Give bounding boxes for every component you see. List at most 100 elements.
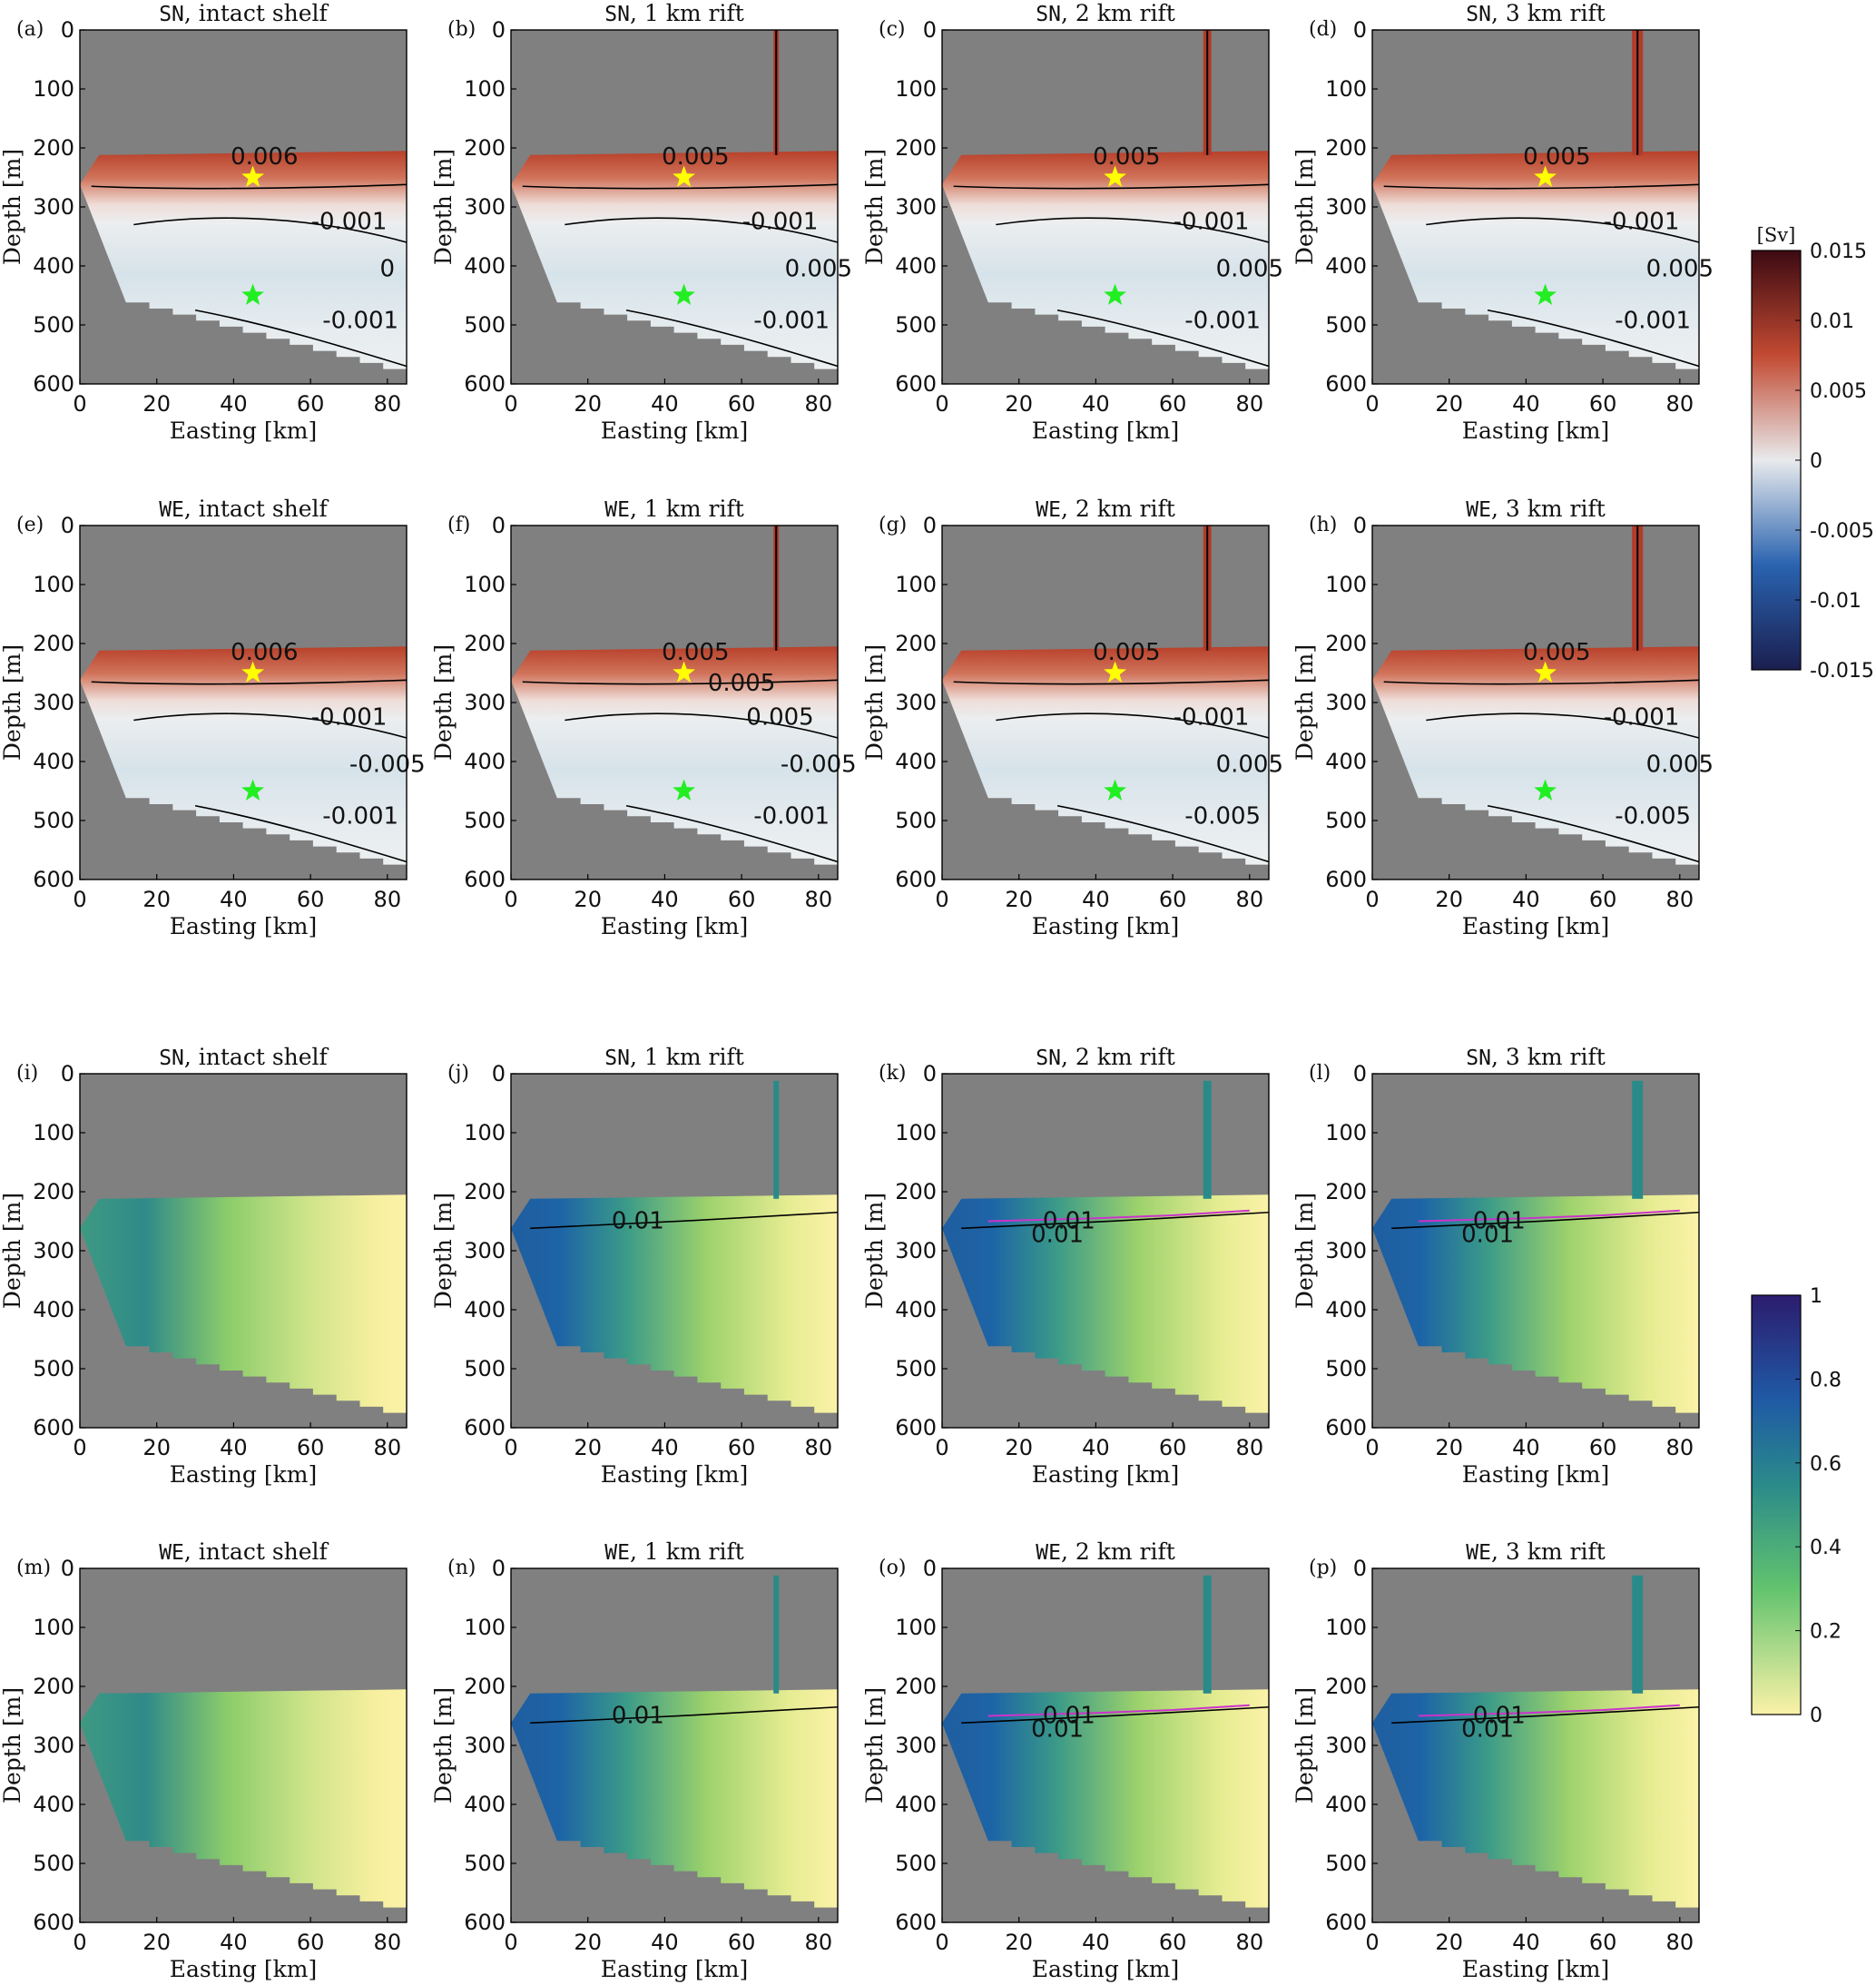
contour-label: 0: [380, 256, 396, 283]
x-tick-label: 20: [1435, 1435, 1463, 1460]
y-tick-label: 0: [61, 513, 74, 538]
x-tick-label: 40: [220, 1435, 248, 1460]
panel-c: 0.005 -0.001 -0.001 0.005 0 20 40 60 80 Easting […: [861, 0, 1283, 444]
panel-title: WE, 1 km rift: [604, 496, 744, 522]
x-axis-label: Easting [km]: [601, 418, 748, 444]
contour-label: -0.001: [753, 307, 830, 334]
x-tick-label: 0: [504, 887, 517, 912]
y-tick-label: 600: [1325, 1415, 1367, 1440]
contour-label: 0.005: [1216, 256, 1283, 283]
contour-label: 0.005: [1646, 256, 1714, 283]
y-tick-label: 200: [1325, 1179, 1367, 1204]
y-tick-label: 200: [1325, 135, 1367, 161]
cavity-field: [80, 646, 407, 871]
x-tick-label: 0: [504, 1435, 517, 1460]
y-tick-label: 200: [33, 631, 74, 656]
x-tick-label: 80: [805, 391, 833, 417]
marker-star-1: [241, 283, 264, 305]
y-tick-label: 600: [895, 867, 937, 892]
panel-letter: (m): [16, 1557, 51, 1579]
y-tick-label: 200: [895, 135, 937, 161]
y-tick-label: 300: [33, 1238, 74, 1263]
y-tick-label: 200: [33, 1179, 74, 1204]
x-tick-label: 40: [220, 1930, 248, 1955]
x-tick-label: 60: [297, 887, 325, 912]
marker-star-0: [1534, 165, 1557, 187]
y-axis-label: Depth [m]: [0, 644, 25, 761]
x-tick-label: 0: [1365, 1435, 1379, 1460]
contour-label: 0.01: [1473, 1207, 1526, 1234]
colorbar-tick-label: 0.005: [1810, 380, 1867, 403]
panel-title-case: SN: [1466, 1047, 1491, 1070]
contour-label: -0.001: [311, 704, 388, 732]
cavity-field: [942, 646, 1269, 871]
contour-lower: [1056, 309, 1270, 368]
panel-n: 0.01 0 20 40 60 80 Easting [km] 0 100 200 300 400 50…: [430, 1538, 839, 1982]
y-tick-label: 500: [1325, 1356, 1367, 1381]
panel-letter: (i): [16, 1062, 38, 1085]
panel-title-case: WE: [159, 1541, 184, 1565]
contour-label: -0.001: [311, 209, 388, 236]
x-tick-label: 20: [142, 1930, 171, 1955]
x-tick-label: 80: [805, 1930, 833, 1955]
y-tick-label: 0: [492, 1556, 506, 1581]
y-tick-label: 100: [33, 1615, 74, 1640]
x-tick-label: 80: [374, 1435, 402, 1460]
x-tick-label: 60: [728, 391, 756, 417]
x-axis-label: Easting [km]: [1462, 913, 1609, 939]
contour-middle: [565, 712, 839, 739]
contour-fraction: [530, 1211, 839, 1230]
x-axis-label: Easting [km]: [1032, 1461, 1179, 1488]
y-tick-label: 500: [895, 312, 937, 338]
x-tick-label: 20: [1435, 887, 1463, 912]
panel-title-text: , 2 km rift: [1061, 1044, 1175, 1070]
contour-lower: [625, 309, 839, 368]
panel-i: 0 20 40 60 80 Easting [km] 0 100 200 300 400 500 600…: [0, 1044, 408, 1488]
panel-title: SN, intact shelf: [159, 1044, 329, 1070]
x-axis-label: Easting [km]: [1032, 418, 1179, 444]
contour-fraction-magenta: [1418, 1704, 1680, 1717]
x-tick-label: 60: [1589, 887, 1617, 912]
panel-title-case: WE: [604, 498, 630, 522]
y-tick-label: 300: [464, 1733, 506, 1758]
y-tick-label: 100: [33, 572, 74, 597]
colorbar-unit: [Sv]: [1757, 224, 1796, 246]
x-tick-label: 40: [651, 1435, 679, 1460]
colorbar-tick-label: 0.015: [1810, 241, 1867, 263]
rift-channel: [773, 1080, 780, 1199]
panel-title-text: , intact shelf: [184, 1538, 329, 1565]
panel-title-case: WE: [1466, 498, 1491, 522]
y-tick-label: 300: [1325, 1733, 1367, 1758]
x-tick-label: 20: [574, 1435, 602, 1460]
panel-h: 0.005 -0.001 -0.005 0.005 0 20 40 60 80 Easting […: [1292, 496, 1714, 939]
y-tick-label: 300: [33, 194, 74, 220]
cavity-field: [511, 1194, 838, 1420]
colorbar-tick-label: 0.4: [1810, 1537, 1842, 1559]
marker-star-1: [673, 283, 695, 305]
panel-title: SN, 2 km rift: [1036, 0, 1175, 26]
contour-label: 0.006: [231, 143, 298, 171]
y-axis-label: Depth [m]: [861, 644, 888, 761]
y-tick-label: 200: [1325, 1674, 1367, 1699]
x-axis-label: Easting [km]: [1032, 1956, 1179, 1982]
y-tick-label: 600: [33, 867, 74, 892]
x-tick-label: 40: [651, 391, 679, 417]
cavity-field: [942, 1689, 1269, 1914]
marker-star-0: [1534, 661, 1557, 683]
y-tick-label: 200: [895, 1179, 937, 1204]
x-tick-label: 20: [1005, 1930, 1033, 1955]
panel-title: WE, 2 km rift: [1036, 1538, 1175, 1565]
panel-letter: (j): [447, 1062, 469, 1085]
x-axis-label: Easting [km]: [170, 418, 317, 444]
panel-d: 0.005 -0.001 -0.001 0.005 0 20 40 60 80 Easting […: [1292, 0, 1714, 444]
colorbar-tick-label: 0: [1810, 450, 1822, 473]
cavity-field: [1372, 1689, 1699, 1914]
y-tick-label: 600: [464, 1415, 506, 1440]
panel-title-case: SN: [604, 1047, 630, 1070]
contour-label: -0.001: [1604, 209, 1680, 236]
y-tick-label: 0: [923, 17, 937, 43]
y-tick-label: 300: [895, 1733, 937, 1758]
panel-title: WE, intact shelf: [159, 1538, 329, 1565]
x-tick-label: 60: [1589, 1930, 1617, 1955]
marker-star-1: [673, 779, 695, 801]
